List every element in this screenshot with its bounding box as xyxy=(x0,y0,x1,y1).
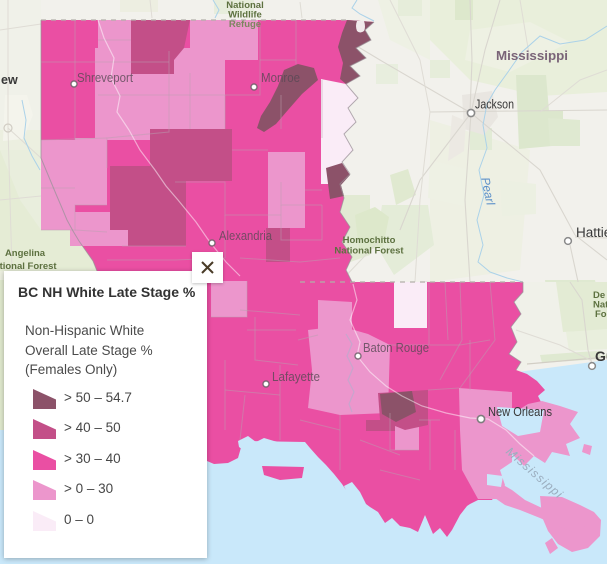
svg-text:Baton Rouge: Baton Rouge xyxy=(363,340,429,355)
svg-text:Wildlife: Wildlife xyxy=(228,10,262,21)
svg-text:De: De xyxy=(593,290,605,301)
svg-text:Refuge: Refuge xyxy=(229,19,261,30)
svg-text:Shreveport: Shreveport xyxy=(77,70,133,85)
svg-text:Gu: Gu xyxy=(595,348,607,364)
svg-text:Nat: Nat xyxy=(593,300,607,311)
svg-text:Jackson: Jackson xyxy=(475,97,514,112)
svg-text:Fo: Fo xyxy=(595,309,607,320)
svg-text:Angelina: Angelina xyxy=(5,248,46,259)
svg-text:ew: ew xyxy=(1,73,18,87)
svg-text:Monroe: Monroe xyxy=(261,70,300,85)
svg-text:National Forest: National Forest xyxy=(334,246,404,257)
svg-text:Lafayette: Lafayette xyxy=(272,369,320,384)
svg-text:Homochitto: Homochitto xyxy=(343,235,396,246)
svg-text:Alexandria: Alexandria xyxy=(219,228,273,243)
svg-text:National: National xyxy=(226,0,263,11)
svg-text:Pearl: Pearl xyxy=(478,176,498,207)
svg-text:National Forest: National Forest xyxy=(0,261,57,272)
svg-text:Hatties: Hatties xyxy=(576,225,607,240)
svg-text:New Orleans: New Orleans xyxy=(488,404,552,419)
svg-text:Mississippi: Mississippi xyxy=(496,48,568,63)
